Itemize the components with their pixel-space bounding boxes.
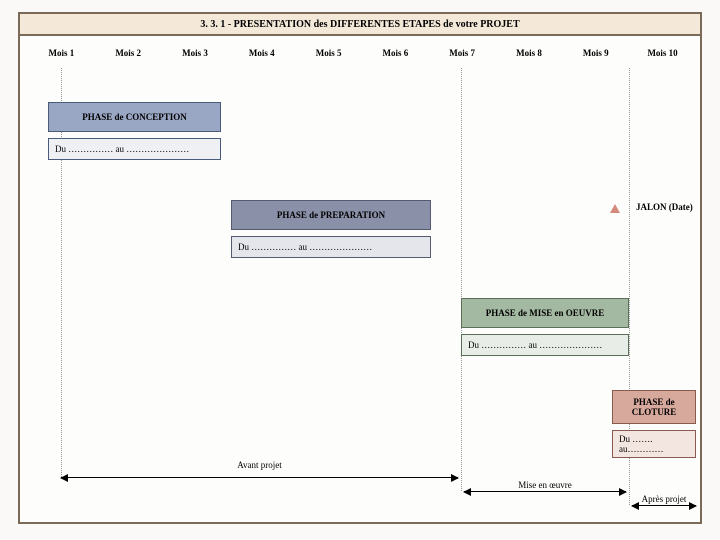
- phase-conception-dates: Du …………… au …………………: [48, 138, 221, 160]
- slide-frame: 3. 3. 1 - PRESENTATION des DIFFERENTES E…: [18, 12, 702, 524]
- month-guideline: [461, 68, 462, 491]
- milestone-label: JALON (Date): [636, 202, 693, 212]
- phase-preparation: PHASE de PREPARATION: [231, 200, 431, 230]
- timeline-arrow-miseoeuvre-label: Mise en œuvre: [464, 480, 626, 490]
- phase-mise-dates: Du …………… au …………………: [461, 334, 629, 356]
- milestone-icon: [610, 204, 620, 213]
- chart-canvas: PHASE de CONCEPTION Du …………… au ………………… PH…: [20, 14, 700, 522]
- phase-cloture: PHASE de CLOTURE: [612, 390, 696, 424]
- timeline-arrow-avant-label: Avant projet: [61, 460, 458, 470]
- phase-preparation-dates: Du …………… au …………………: [231, 236, 431, 258]
- timeline-arrow-apres-label: Après projet: [632, 494, 696, 504]
- timeline-arrow-avant: [61, 477, 458, 478]
- timeline-arrow-apres: [632, 505, 696, 506]
- phase-conception: PHASE de CONCEPTION: [48, 102, 221, 132]
- phase-cloture-dates: Du ……. au…………: [612, 430, 696, 458]
- timeline-arrow-miseoeuvre: [464, 491, 626, 492]
- phase-mise: PHASE de MISE en OEUVRE: [461, 298, 629, 328]
